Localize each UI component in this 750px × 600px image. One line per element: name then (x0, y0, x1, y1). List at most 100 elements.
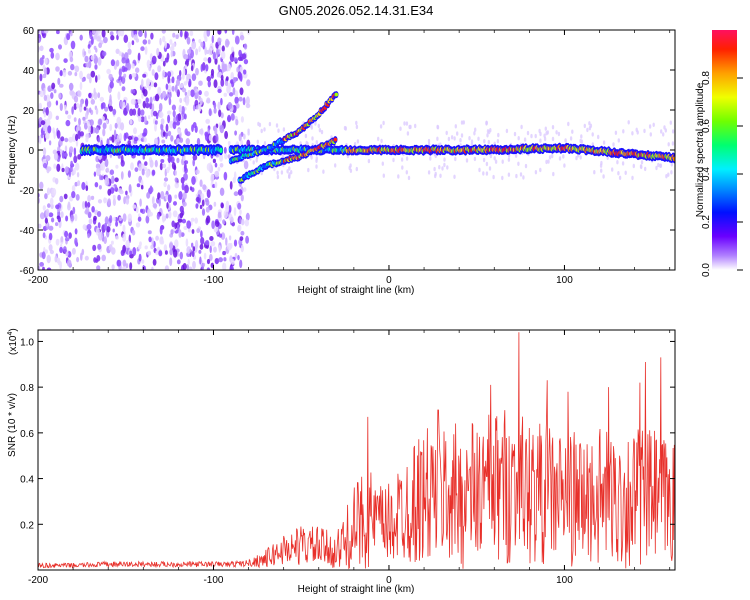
spectrogram-noise-dot (129, 108, 134, 117)
spectrogram-noise-dot (63, 193, 68, 200)
spectrogram-noise-dot (137, 216, 142, 222)
colorbar-tick-label: 0.4 (701, 167, 712, 181)
spectrogram-noise-dot (239, 209, 242, 216)
spectrogram-noise-dot (103, 36, 108, 44)
spectrogram-trace-core (672, 156, 675, 162)
spectrogram-noise-dot (220, 78, 225, 87)
spectrogram-noise-dot (114, 122, 118, 129)
spectrogram-noise-dot (172, 42, 176, 48)
spectrogram-noise-dot (213, 102, 217, 109)
spectrogram-noise-dot (205, 119, 210, 124)
spectrogram-noise-dot (166, 110, 172, 115)
spectrogram-noise-dot (95, 258, 99, 263)
spectrogram-noise-dot (132, 108, 137, 116)
spectrogram-noise-dot (122, 101, 126, 108)
spectrogram-noise-dot (104, 106, 109, 112)
spectrogram-speckle-dot (551, 125, 555, 130)
spectrogram-noise-dot (42, 266, 45, 270)
spectrogram-noise-dot (56, 30, 60, 35)
spectrogram-speckle-dot (517, 136, 520, 141)
spectrogram-noise-dot (103, 236, 107, 245)
spectrogram-noise-dot (58, 44, 62, 50)
spectrogram-speckle-dot (322, 169, 325, 174)
spectrogram-y-ticks: -60 -40 -20 0 20 40 60 (20, 26, 675, 277)
spectrogram-speckle-dot (663, 125, 666, 130)
spectrogram-speckle-dot (276, 170, 279, 175)
spectrogram-y-tick-label: 60 (23, 26, 35, 37)
spectrogram-noise-dot (181, 87, 187, 93)
spectrogram-noise-dot (237, 202, 242, 210)
spectrogram-noise-dot (181, 105, 185, 115)
spectrogram-speckle-dot (597, 134, 600, 140)
spectrogram-noise-dot (46, 100, 52, 108)
spectrogram-noise-dot (98, 42, 102, 48)
spectrogram-noise-dot (177, 128, 182, 135)
spectrogram-speckle-dot (460, 120, 464, 125)
spectrogram-noise-dot (206, 49, 210, 55)
spectrogram-noise-dot (135, 222, 141, 228)
spectrogram-noise-dot (198, 46, 201, 53)
spectrogram-noise-dot (171, 76, 175, 84)
spectrogram-noise-dot (118, 51, 122, 56)
spectrogram-noise-dot (52, 127, 55, 134)
spectrogram-speckle-dot (407, 175, 411, 181)
spectrogram-speckle-dot (617, 171, 620, 176)
spectrogram-y-tick-label: -60 (20, 266, 35, 277)
snr-x-ticks: -200 -100 0 100 (28, 330, 671, 586)
spectrogram-speckle-dot (405, 121, 409, 126)
spectrogram-speckle-dot (478, 167, 481, 173)
spectrogram-speckle-dot (318, 128, 322, 133)
spectrogram-noise-dot (72, 206, 76, 215)
spectrogram-noise-dot (245, 212, 250, 221)
spectrogram-noise-dot (176, 157, 180, 164)
spectrogram-noise-dot (215, 133, 219, 143)
spectrogram-speckle-dot (640, 160, 644, 165)
spectrogram-noise-dot (189, 186, 193, 191)
spectrogram-noise-dot (192, 260, 196, 270)
spectrogram-noise-dot (135, 67, 140, 73)
spectrogram-speckle-dot (517, 161, 520, 166)
spectrogram-noise-dot (74, 228, 78, 235)
spectrogram-speckle-dot (310, 155, 313, 160)
spectrogram-noise-dot (47, 187, 51, 195)
spectrogram-speckle-dot (429, 156, 432, 161)
spectrogram-noise-dot (179, 97, 183, 104)
spectrogram-noise-dot (162, 60, 166, 67)
spectrogram-noise-dot (48, 244, 53, 252)
spectrogram-noise-dot (213, 246, 217, 253)
spectrogram-noise-dot (45, 118, 51, 128)
spectrogram-noise-dot (140, 184, 144, 190)
spectrogram-noise-dot (237, 254, 240, 261)
spectrogram-speckle-dot (439, 173, 442, 178)
spectrogram-x-ticks: -200 -100 0 100 (28, 30, 671, 286)
spectrogram-speckle-dot (501, 159, 504, 164)
spectrogram-noise-dot (243, 69, 247, 75)
spectrogram-noise-dot (165, 132, 168, 140)
spectrogram-noise-dot (96, 265, 101, 270)
spectrogram-speckle-dot (433, 166, 436, 172)
spectrogram-speckle-dot (624, 170, 627, 175)
spectrogram-speckle-dot (545, 159, 548, 165)
spectrogram-noise-dot (155, 250, 159, 256)
spectrogram-noise-dot (97, 137, 101, 143)
spectrogram-noise-dot (42, 147, 47, 156)
spectrogram-speckle-dot (632, 163, 635, 169)
spectrogram-noise-dot (229, 265, 234, 270)
spectrogram-noise-dot (84, 200, 88, 208)
spectrogram-noise-dot (40, 120, 46, 126)
spectrogram-noise-dot (44, 193, 48, 200)
spectrogram-noise-dot (196, 137, 201, 146)
spectrogram-noise-dot (177, 218, 183, 223)
spectrogram-speckle-dot (258, 122, 262, 128)
spectrogram-noise-dot (131, 63, 135, 69)
spectrogram-noise-dot (210, 68, 215, 76)
spectrogram-noise-dot (65, 119, 71, 127)
spectrogram-noise-dot (41, 251, 46, 260)
spectrogram-trace-layer (79, 91, 675, 184)
spectrogram-speckle-dot (486, 133, 489, 138)
spectrogram-noise-dot (43, 30, 49, 34)
spectrogram-noise-dot (146, 192, 151, 199)
spectrogram-noise-dot (144, 46, 148, 55)
spectrogram-speckle-dot (655, 165, 658, 171)
spectrogram-speckle-dot (564, 138, 567, 143)
